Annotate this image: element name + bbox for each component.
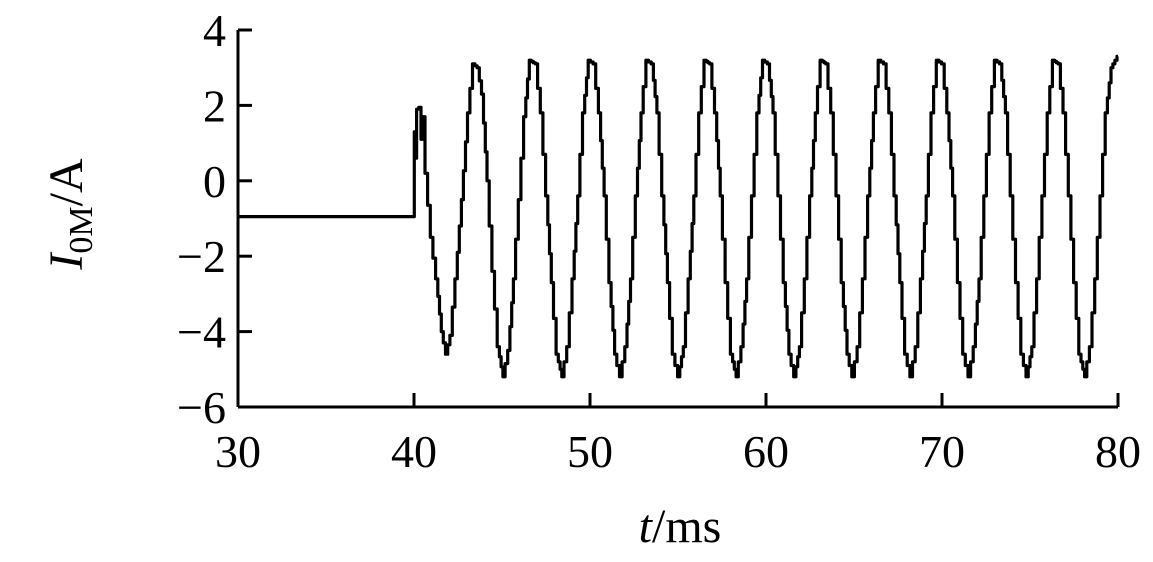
x-axis-label-unit: /ms [652, 500, 721, 553]
y-tick-label-2: 2 [203, 80, 226, 131]
x-ticks: 30 40 50 60 70 80 [215, 393, 1141, 477]
x-tick-label-40: 40 [391, 426, 437, 477]
x-tick-label-50: 50 [567, 426, 613, 477]
x-tick-label-80: 80 [1095, 426, 1141, 477]
y-axis-label-unit: /A [40, 158, 93, 206]
y-ticks: −6 −4 −2 0 2 4 [177, 5, 252, 433]
y-tick-label--2: −2 [177, 231, 226, 282]
x-tick-label-60: 60 [743, 426, 789, 477]
y-tick-label-4: 4 [203, 5, 226, 56]
x-tick-label-70: 70 [919, 426, 965, 477]
y-tick-label--6: −6 [177, 382, 226, 433]
y-axis-label-sub: 0M [63, 206, 100, 253]
x-axis-label-var: t [639, 500, 654, 553]
y-tick-label-0: 0 [203, 156, 226, 207]
x-axis-label: t/ms [639, 500, 722, 553]
y-axis-label: I0M/A [40, 158, 100, 271]
series-line-current [237, 54, 1119, 379]
x-tick-label-30: 30 [215, 426, 261, 477]
y-axis-label-var: I [40, 252, 93, 271]
plot-area: 30 40 50 60 70 80 −6 −4 −2 0 2 4 [177, 5, 1141, 477]
y-tick-label--4: −4 [177, 307, 226, 358]
